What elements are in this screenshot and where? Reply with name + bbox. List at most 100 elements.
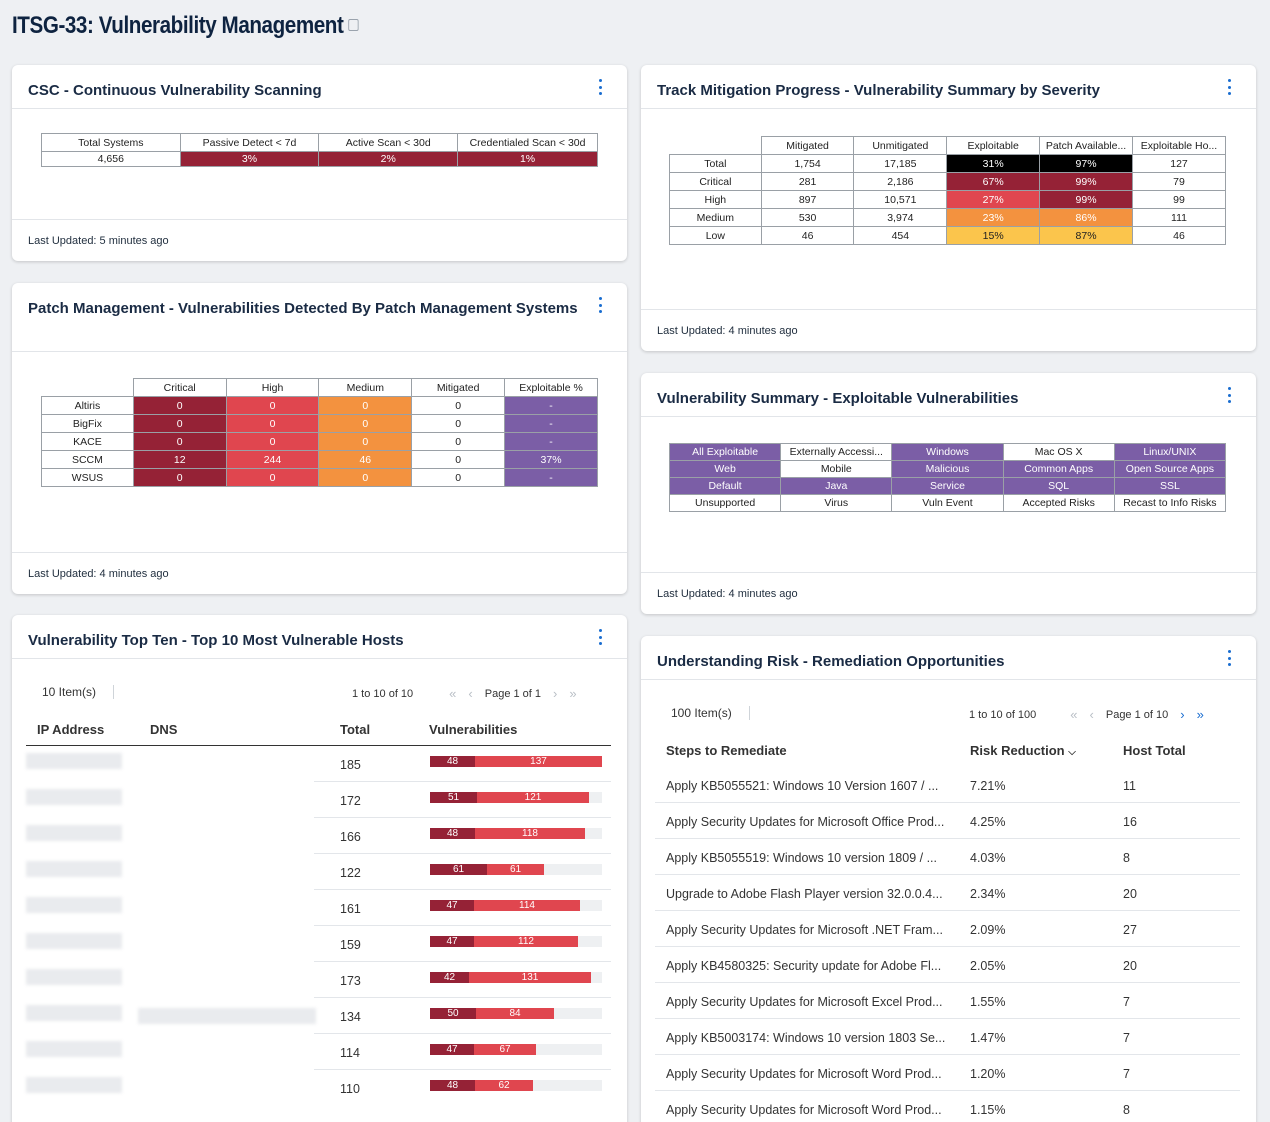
track-cell[interactable]: 111 [1132, 208, 1226, 227]
patch-cell[interactable]: 0 [411, 414, 506, 433]
patch-cell[interactable]: 0 [411, 432, 506, 451]
high-segment[interactable]: 84 [476, 1008, 554, 1019]
vuln-bar-track[interactable]: 48 62 [430, 1080, 602, 1091]
vuln-bar-track[interactable]: 48 118 [430, 828, 602, 839]
track-cell[interactable]: 87% [1039, 226, 1134, 245]
track-cell[interactable]: 10,571 [853, 190, 948, 209]
track-cell[interactable]: 3,974 [853, 208, 948, 227]
ip-address-redacted[interactable] [26, 753, 122, 769]
track-cell[interactable]: 99% [1039, 190, 1134, 209]
exploit-cell[interactable]: Common Apps [1002, 460, 1115, 478]
col-total[interactable]: Total [340, 722, 371, 737]
high-segment[interactable]: 121 [477, 792, 589, 803]
critical-segment[interactable]: 48 [430, 1080, 475, 1091]
track-cell[interactable]: 1,754 [760, 154, 855, 173]
vuln-bar-track[interactable]: 47 114 [430, 900, 602, 911]
csc-active-scan[interactable]: 2% [318, 151, 459, 167]
track-cell[interactable]: 2,186 [853, 172, 948, 191]
exploit-cell[interactable]: Java [780, 477, 893, 495]
high-segment[interactable]: 112 [474, 936, 578, 947]
patch-cell[interactable]: 0 [411, 468, 506, 487]
patch-cell[interactable]: 0 [318, 396, 413, 415]
high-segment[interactable]: 62 [475, 1080, 533, 1091]
patch-cell[interactable]: 0 [411, 396, 506, 415]
ip-address-redacted[interactable] [26, 789, 122, 805]
first-page-icon[interactable]: « [1070, 707, 1078, 722]
critical-segment[interactable]: 51 [430, 792, 477, 803]
track-cell[interactable]: 127 [1132, 154, 1226, 173]
exploit-cell[interactable]: Open Source Apps [1113, 460, 1227, 478]
track-cell[interactable]: 31% [946, 154, 1041, 173]
csc-total-systems[interactable]: 4,656 [41, 151, 181, 167]
risk-menu-icon[interactable] [1222, 650, 1236, 666]
col-ip-address[interactable]: IP Address [37, 722, 105, 737]
vuln-bar-track[interactable]: 47 67 [430, 1044, 602, 1055]
high-segment[interactable]: 131 [469, 972, 591, 983]
last-page-icon[interactable]: » [569, 686, 577, 701]
table-row[interactable]: Apply Security Updates for Microsoft Exc… [655, 992, 1240, 1028]
exploit-cell[interactable]: Vuln Event [891, 494, 1004, 512]
patch-cell[interactable]: 244 [225, 450, 320, 469]
table-row[interactable]: Apply KB5055519: Windows 10 version 1809… [655, 848, 1240, 884]
patch-cell[interactable]: 0 [225, 396, 320, 415]
track-cell[interactable]: 281 [760, 172, 855, 191]
table-row[interactable]: Upgrade to Adobe Flash Player version 32… [655, 884, 1240, 920]
ip-address-redacted[interactable] [26, 861, 122, 877]
next-page-icon[interactable]: › [1180, 707, 1185, 722]
patch-cell[interactable]: - [504, 396, 598, 415]
high-segment[interactable]: 137 [475, 756, 602, 767]
track-cell[interactable]: 86% [1039, 208, 1134, 227]
last-page-icon[interactable]: » [1196, 707, 1204, 722]
patch-cell[interactable]: 0 [132, 432, 227, 451]
patch-cell[interactable]: 12 [132, 450, 227, 469]
patch-cell[interactable]: 0 [411, 450, 506, 469]
exploit-cell[interactable]: Malicious [891, 460, 1004, 478]
exploit-cell[interactable]: Windows [891, 443, 1004, 461]
vuln-bar-track[interactable]: 51 121 [430, 792, 602, 803]
csc-menu-icon[interactable] [593, 79, 607, 95]
patch-cell[interactable]: 0 [318, 414, 413, 433]
table-row[interactable]: Apply KB5003174: Windows 10 version 1803… [655, 1028, 1240, 1064]
ip-address-redacted[interactable] [26, 897, 122, 913]
patch-cell[interactable]: - [504, 432, 598, 451]
critical-segment[interactable]: 48 [430, 756, 475, 767]
critical-segment[interactable]: 47 [430, 900, 474, 911]
exploit-cell[interactable]: Web [668, 460, 782, 478]
col-host-total[interactable]: Host Total [1123, 743, 1186, 758]
exploit-cell[interactable]: Accepted Risks [1002, 494, 1115, 512]
high-segment[interactable]: 114 [474, 900, 580, 911]
exploit-menu-icon[interactable] [1222, 387, 1236, 403]
exploit-cell[interactable]: Service [891, 477, 1004, 495]
track-cell[interactable]: 46 [1132, 226, 1226, 245]
ip-address-redacted[interactable] [26, 825, 122, 841]
high-segment[interactable]: 67 [474, 1044, 536, 1055]
patch-cell[interactable]: 0 [225, 432, 320, 451]
exploit-cell[interactable]: Default [668, 477, 782, 495]
patch-cell[interactable]: 37% [504, 450, 598, 469]
vuln-bar-track[interactable]: 50 84 [430, 1008, 602, 1019]
patch-cell[interactable]: 0 [132, 414, 227, 433]
exploit-cell[interactable]: All Exploitable [668, 443, 782, 461]
col-dns[interactable]: DNS [150, 722, 178, 737]
track-cell[interactable]: 27% [946, 190, 1041, 209]
exploit-cell[interactable]: Mobile [780, 460, 893, 478]
prev-page-icon[interactable]: ‹ [1089, 707, 1094, 722]
patch-cell[interactable]: 0 [132, 396, 227, 415]
next-page-icon[interactable]: › [553, 686, 558, 701]
high-segment[interactable]: 61 [487, 864, 544, 875]
first-page-icon[interactable]: « [449, 686, 457, 701]
patch-cell[interactable]: - [504, 468, 598, 487]
track-cell[interactable]: 897 [760, 190, 855, 209]
table-row[interactable]: Apply Security Updates for Microsoft .NE… [655, 920, 1240, 956]
track-cell[interactable]: 99% [1039, 172, 1134, 191]
exploit-cell[interactable]: Externally Accessi... [780, 443, 893, 461]
table-row[interactable]: Apply KB4580325: Security update for Ado… [655, 956, 1240, 992]
vuln-bar-track[interactable]: 48 137 [430, 756, 602, 767]
ip-address-redacted[interactable] [26, 933, 122, 949]
critical-segment[interactable]: 48 [430, 828, 475, 839]
patch-cell[interactable]: 46 [318, 450, 413, 469]
ip-address-redacted[interactable] [26, 1041, 122, 1057]
topten-menu-icon[interactable] [593, 629, 607, 645]
prev-page-icon[interactable]: ‹ [468, 686, 473, 701]
dns-redacted[interactable] [138, 1008, 316, 1024]
